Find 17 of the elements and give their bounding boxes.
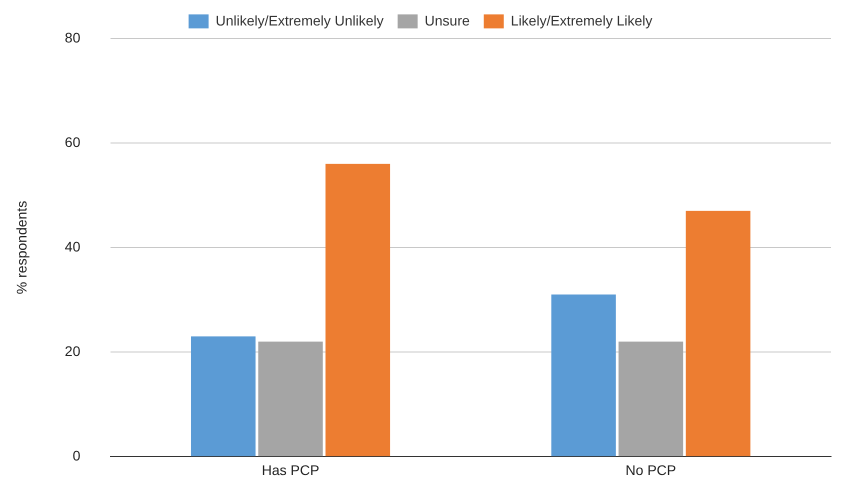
x-tick-label: No PCP — [626, 462, 676, 478]
bar — [618, 342, 684, 456]
x-tick-label: Has PCP — [262, 462, 320, 478]
legend-label: Unsure — [424, 12, 470, 28]
legend-label: Unlikely/Extremely Unlikely — [216, 12, 384, 28]
bar — [258, 342, 323, 456]
bar — [551, 294, 616, 456]
y-axis-title: % respondents — [13, 200, 30, 294]
bar — [326, 164, 390, 456]
y-tick-label: 60 — [64, 134, 81, 150]
y-tick-label: 80 — [64, 29, 81, 46]
y-tick-label: 0 — [72, 447, 81, 464]
y-tick-label: 40 — [64, 238, 81, 254]
y-tick-label: 20 — [64, 342, 81, 359]
legend-label: Likely/Extremely Likely — [510, 12, 652, 28]
bar — [190, 336, 256, 456]
bar — [686, 210, 750, 456]
